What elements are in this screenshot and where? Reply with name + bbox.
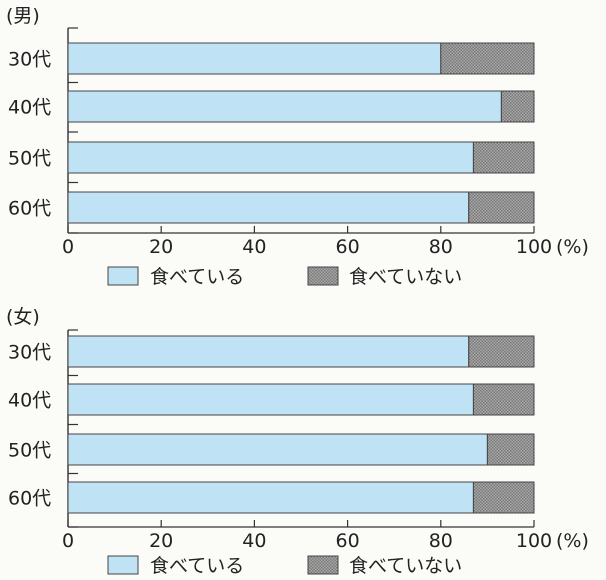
x-tick-label: 0 [62, 236, 74, 258]
legend-swatch-not-eating [307, 555, 339, 575]
bar-segment-not-eating [472, 481, 535, 514]
legend-label-not-eating: 食べていない [349, 555, 462, 577]
x-tick-label: 20 [149, 236, 173, 258]
category-label: 60代 [8, 198, 51, 220]
x-tick-label: 80 [429, 530, 453, 552]
bar-segment-not-eating [500, 90, 535, 123]
x-axis-unit: (%) [556, 236, 589, 258]
category-label: 30代 [8, 49, 51, 71]
bar-segment-eating [67, 481, 474, 514]
x-tick-label: 0 [62, 530, 74, 552]
bar-segment-not-eating [468, 191, 535, 224]
bar-segment-not-eating [468, 335, 535, 368]
legend-swatch-not-eating [307, 266, 339, 286]
bar-segment-not-eating [472, 141, 535, 174]
legend-label-eating: 食べている [150, 266, 244, 288]
category-label: 30代 [8, 342, 51, 364]
bar-segment-eating [67, 42, 442, 75]
bar-segment-eating [67, 191, 470, 224]
legend-label-not-eating: 食べていない [349, 266, 462, 288]
x-tick-label: 100 [516, 236, 552, 258]
bar-segment-not-eating [486, 433, 535, 466]
legend-label-eating: 食べている [150, 555, 244, 577]
bar-segment-eating [67, 433, 488, 466]
x-axis-unit: (%) [556, 530, 589, 552]
x-tick-label: 100 [516, 530, 552, 552]
x-tick-label: 60 [336, 530, 360, 552]
x-tick-label: 80 [429, 236, 453, 258]
x-tick-label: 40 [242, 236, 266, 258]
x-tick-label: 40 [242, 530, 266, 552]
category-label: 50代 [8, 148, 51, 170]
category-label: 40代 [8, 97, 51, 119]
legend-swatch-eating [107, 555, 139, 575]
x-tick-label: 20 [149, 530, 173, 552]
x-tick-label: 60 [336, 236, 360, 258]
category-label: 40代 [8, 390, 51, 412]
panel-title: (女) [6, 306, 40, 328]
bar-segment-eating [67, 90, 502, 123]
category-label: 60代 [8, 488, 51, 510]
bar-segment-not-eating [472, 383, 535, 416]
bar-segment-eating [67, 335, 470, 368]
panel-title: (男) [6, 5, 40, 27]
bar-segment-not-eating [440, 42, 535, 75]
bar-segment-eating [67, 383, 474, 416]
legend-swatch-eating [107, 266, 139, 286]
bar-segment-eating [67, 141, 474, 174]
category-label: 50代 [8, 440, 51, 462]
